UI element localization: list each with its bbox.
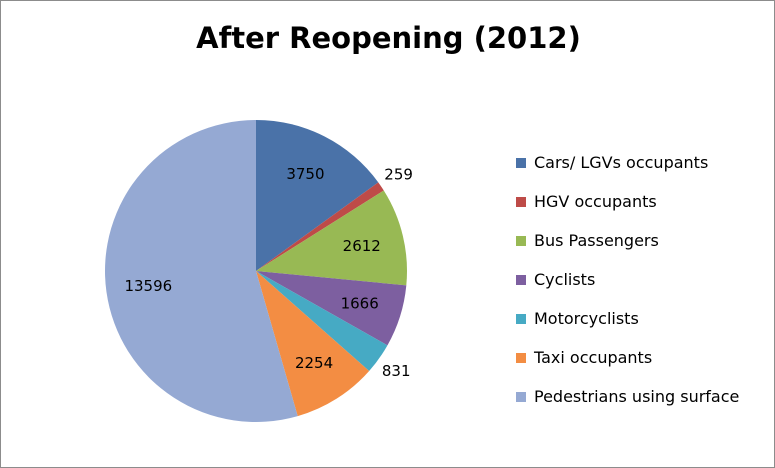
legend-item-3: Cyclists (516, 260, 739, 299)
legend-item-6: Pedestrians using surface (516, 377, 739, 416)
pie-slice-6 (104, 120, 298, 422)
legend-swatch (516, 157, 526, 168)
pie-slice-1 (256, 182, 384, 271)
data-label-1: 259 (384, 166, 413, 184)
legend-label: Cars/ LGVs occupants (534, 153, 709, 172)
chart-title: After Reopening (2012) (196, 21, 581, 55)
data-label-2: 2612 (343, 237, 381, 255)
data-label-0: 3750 (286, 165, 324, 183)
legend-label: HGV occupants (534, 192, 657, 211)
legend-item-0: Cars/ LGVs occupants (516, 143, 739, 182)
legend-label: Pedestrians using surface (534, 387, 740, 406)
data-label-6: 13596 (124, 277, 172, 295)
legend-item-1: HGV occupants (516, 182, 739, 221)
legend-swatch (516, 391, 526, 402)
legend-swatch (516, 274, 526, 285)
pie-slice-2 (256, 190, 407, 286)
pie-slice-5 (256, 271, 370, 417)
legend-swatch (516, 352, 526, 363)
legend-swatch (516, 196, 526, 207)
legend-item-5: Taxi occupants (516, 338, 739, 377)
pie-slice-0 (256, 120, 379, 271)
pie-slice-4 (256, 271, 388, 371)
legend: Cars/ LGVs occupants HGV occupants Bus Pas… (516, 143, 739, 416)
pie-slice-3 (256, 271, 407, 346)
legend-label: Cyclists (534, 270, 596, 289)
data-label-5: 2254 (295, 354, 333, 372)
legend-swatch (516, 235, 526, 246)
legend-swatch (516, 313, 526, 324)
legend-item-4: Motorcyclists (516, 299, 739, 338)
data-label-4: 831 (382, 362, 411, 380)
legend-item-2: Bus Passengers (516, 221, 739, 260)
data-label-3: 1666 (341, 295, 379, 313)
legend-label: Motorcyclists (534, 309, 639, 328)
legend-label: Taxi occupants (534, 348, 653, 367)
legend-label: Bus Passengers (534, 231, 659, 250)
